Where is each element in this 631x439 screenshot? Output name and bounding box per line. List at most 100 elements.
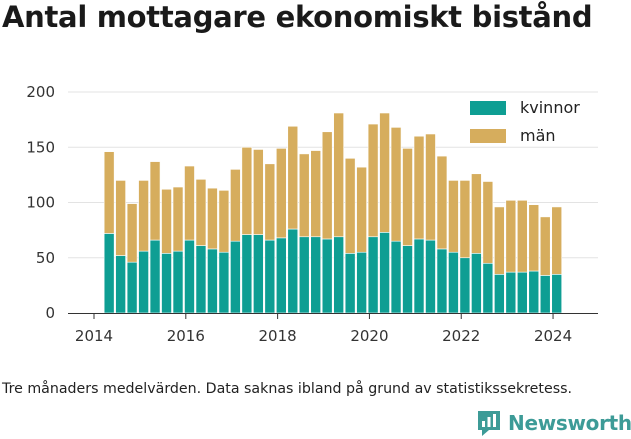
chart-footnote: Tre månaders medelvärden. Data saknas ib… bbox=[2, 381, 572, 397]
bar-män bbox=[103, 151, 115, 234]
bar-kvinnor bbox=[275, 237, 287, 314]
bar-kvinnor bbox=[321, 238, 333, 314]
bar-män bbox=[161, 188, 172, 254]
bar-män bbox=[425, 133, 436, 241]
bar-kvinnor bbox=[471, 253, 482, 314]
bar-män bbox=[379, 112, 390, 233]
chart-bars bbox=[103, 112, 563, 314]
bar-kvinnor bbox=[459, 257, 471, 314]
bar-män bbox=[402, 148, 413, 246]
bar-män bbox=[459, 180, 471, 259]
bar-män bbox=[253, 149, 264, 235]
bar-kvinnor bbox=[310, 236, 322, 314]
bar-män bbox=[413, 135, 425, 240]
bar-män bbox=[138, 180, 149, 252]
bar-kvinnor bbox=[172, 250, 184, 314]
bar-kvinnor bbox=[356, 251, 367, 314]
bar-kvinnor bbox=[207, 248, 218, 314]
bar-kvinnor bbox=[551, 274, 563, 314]
bar-män bbox=[333, 112, 344, 238]
bar-kvinnor bbox=[448, 251, 459, 314]
y-tick-label: 150 bbox=[26, 138, 55, 156]
y-tick-label: 0 bbox=[45, 304, 55, 322]
bar-män bbox=[436, 155, 448, 250]
legend-swatch-kvinnor bbox=[470, 101, 506, 115]
bar-kvinnor bbox=[149, 239, 161, 314]
bar-män bbox=[195, 179, 207, 246]
chart-legend: kvinnor män bbox=[470, 98, 580, 145]
chart-title: Antal mottagare ekonomiskt bistånd bbox=[2, 0, 593, 34]
bar-män bbox=[539, 216, 551, 276]
bar-kvinnor bbox=[126, 261, 138, 314]
bar-kvinnor bbox=[264, 239, 276, 314]
bar-män bbox=[230, 169, 241, 242]
bar-kvinnor bbox=[425, 239, 436, 314]
bar-kvinnor bbox=[253, 234, 264, 314]
bar-kvinnor bbox=[505, 271, 517, 314]
bar-kvinnor bbox=[287, 228, 299, 314]
x-tick-label: 2020 bbox=[350, 327, 388, 345]
bar-män bbox=[356, 166, 367, 253]
bar-kvinnor bbox=[195, 245, 207, 314]
bar-män bbox=[551, 206, 563, 275]
bar-män bbox=[344, 158, 356, 254]
bar-män bbox=[321, 131, 333, 240]
bar-kvinnor bbox=[138, 250, 149, 314]
bar-män bbox=[241, 146, 253, 235]
bar-män bbox=[275, 148, 287, 239]
bar-män bbox=[482, 181, 494, 264]
bar-män bbox=[184, 165, 195, 241]
y-tick-label: 50 bbox=[36, 249, 55, 267]
bar-män bbox=[516, 199, 528, 273]
bar-män bbox=[505, 199, 517, 273]
bar-män bbox=[494, 206, 505, 275]
x-tick-label: 2016 bbox=[167, 327, 205, 345]
chart-axes: 0 50 100 150 200 2014 2016 2018 2020 2022 2024 bbox=[26, 83, 598, 345]
y-tick-label: 100 bbox=[26, 194, 55, 212]
brand-name: Newsworthy bbox=[508, 411, 631, 435]
bar-män bbox=[528, 204, 540, 272]
bar-män bbox=[310, 150, 322, 238]
bar-kvinnor bbox=[241, 234, 253, 314]
x-tick-label: 2022 bbox=[442, 327, 480, 345]
bar-män bbox=[390, 127, 402, 242]
bar-kvinnor bbox=[161, 253, 172, 314]
bar-kvinnor bbox=[230, 240, 241, 314]
bar-kvinnor bbox=[367, 236, 379, 314]
bar-män bbox=[367, 123, 379, 238]
bar-män bbox=[264, 163, 276, 241]
bar-män bbox=[115, 180, 126, 256]
bar-kvinnor bbox=[379, 232, 390, 314]
bar-män bbox=[471, 173, 482, 254]
bar-kvinnor bbox=[298, 236, 310, 314]
bar-män bbox=[218, 190, 230, 253]
brand-logo: Newsworthy bbox=[476, 407, 631, 439]
bar-kvinnor bbox=[436, 248, 448, 314]
bar-kvinnor bbox=[528, 270, 540, 314]
bar-kvinnor bbox=[184, 239, 195, 314]
bar-män bbox=[126, 203, 138, 263]
bar-kvinnor bbox=[539, 275, 551, 314]
bar-kvinnor bbox=[413, 238, 425, 314]
legend-swatch-män bbox=[470, 129, 506, 143]
bar-män bbox=[298, 153, 310, 238]
bar-män bbox=[207, 187, 218, 250]
bar-män bbox=[448, 180, 459, 253]
newsworthy-logo-icon bbox=[478, 411, 500, 436]
bar-kvinnor bbox=[482, 262, 494, 314]
bar-kvinnor bbox=[516, 271, 528, 314]
bar-kvinnor bbox=[218, 251, 230, 314]
x-tick-label: 2014 bbox=[75, 327, 113, 345]
legend-label-kvinnor: kvinnor bbox=[520, 98, 580, 117]
x-tick-label: 2024 bbox=[534, 327, 572, 345]
bar-kvinnor bbox=[390, 240, 402, 314]
bar-män bbox=[149, 161, 161, 241]
bar-kvinnor bbox=[402, 245, 413, 314]
y-tick-label: 200 bbox=[26, 83, 55, 101]
bar-män bbox=[287, 125, 299, 230]
x-tick-label: 2018 bbox=[259, 327, 297, 345]
bar-kvinnor bbox=[344, 253, 356, 314]
legend-label-män: män bbox=[520, 126, 556, 145]
bar-kvinnor bbox=[494, 274, 505, 314]
